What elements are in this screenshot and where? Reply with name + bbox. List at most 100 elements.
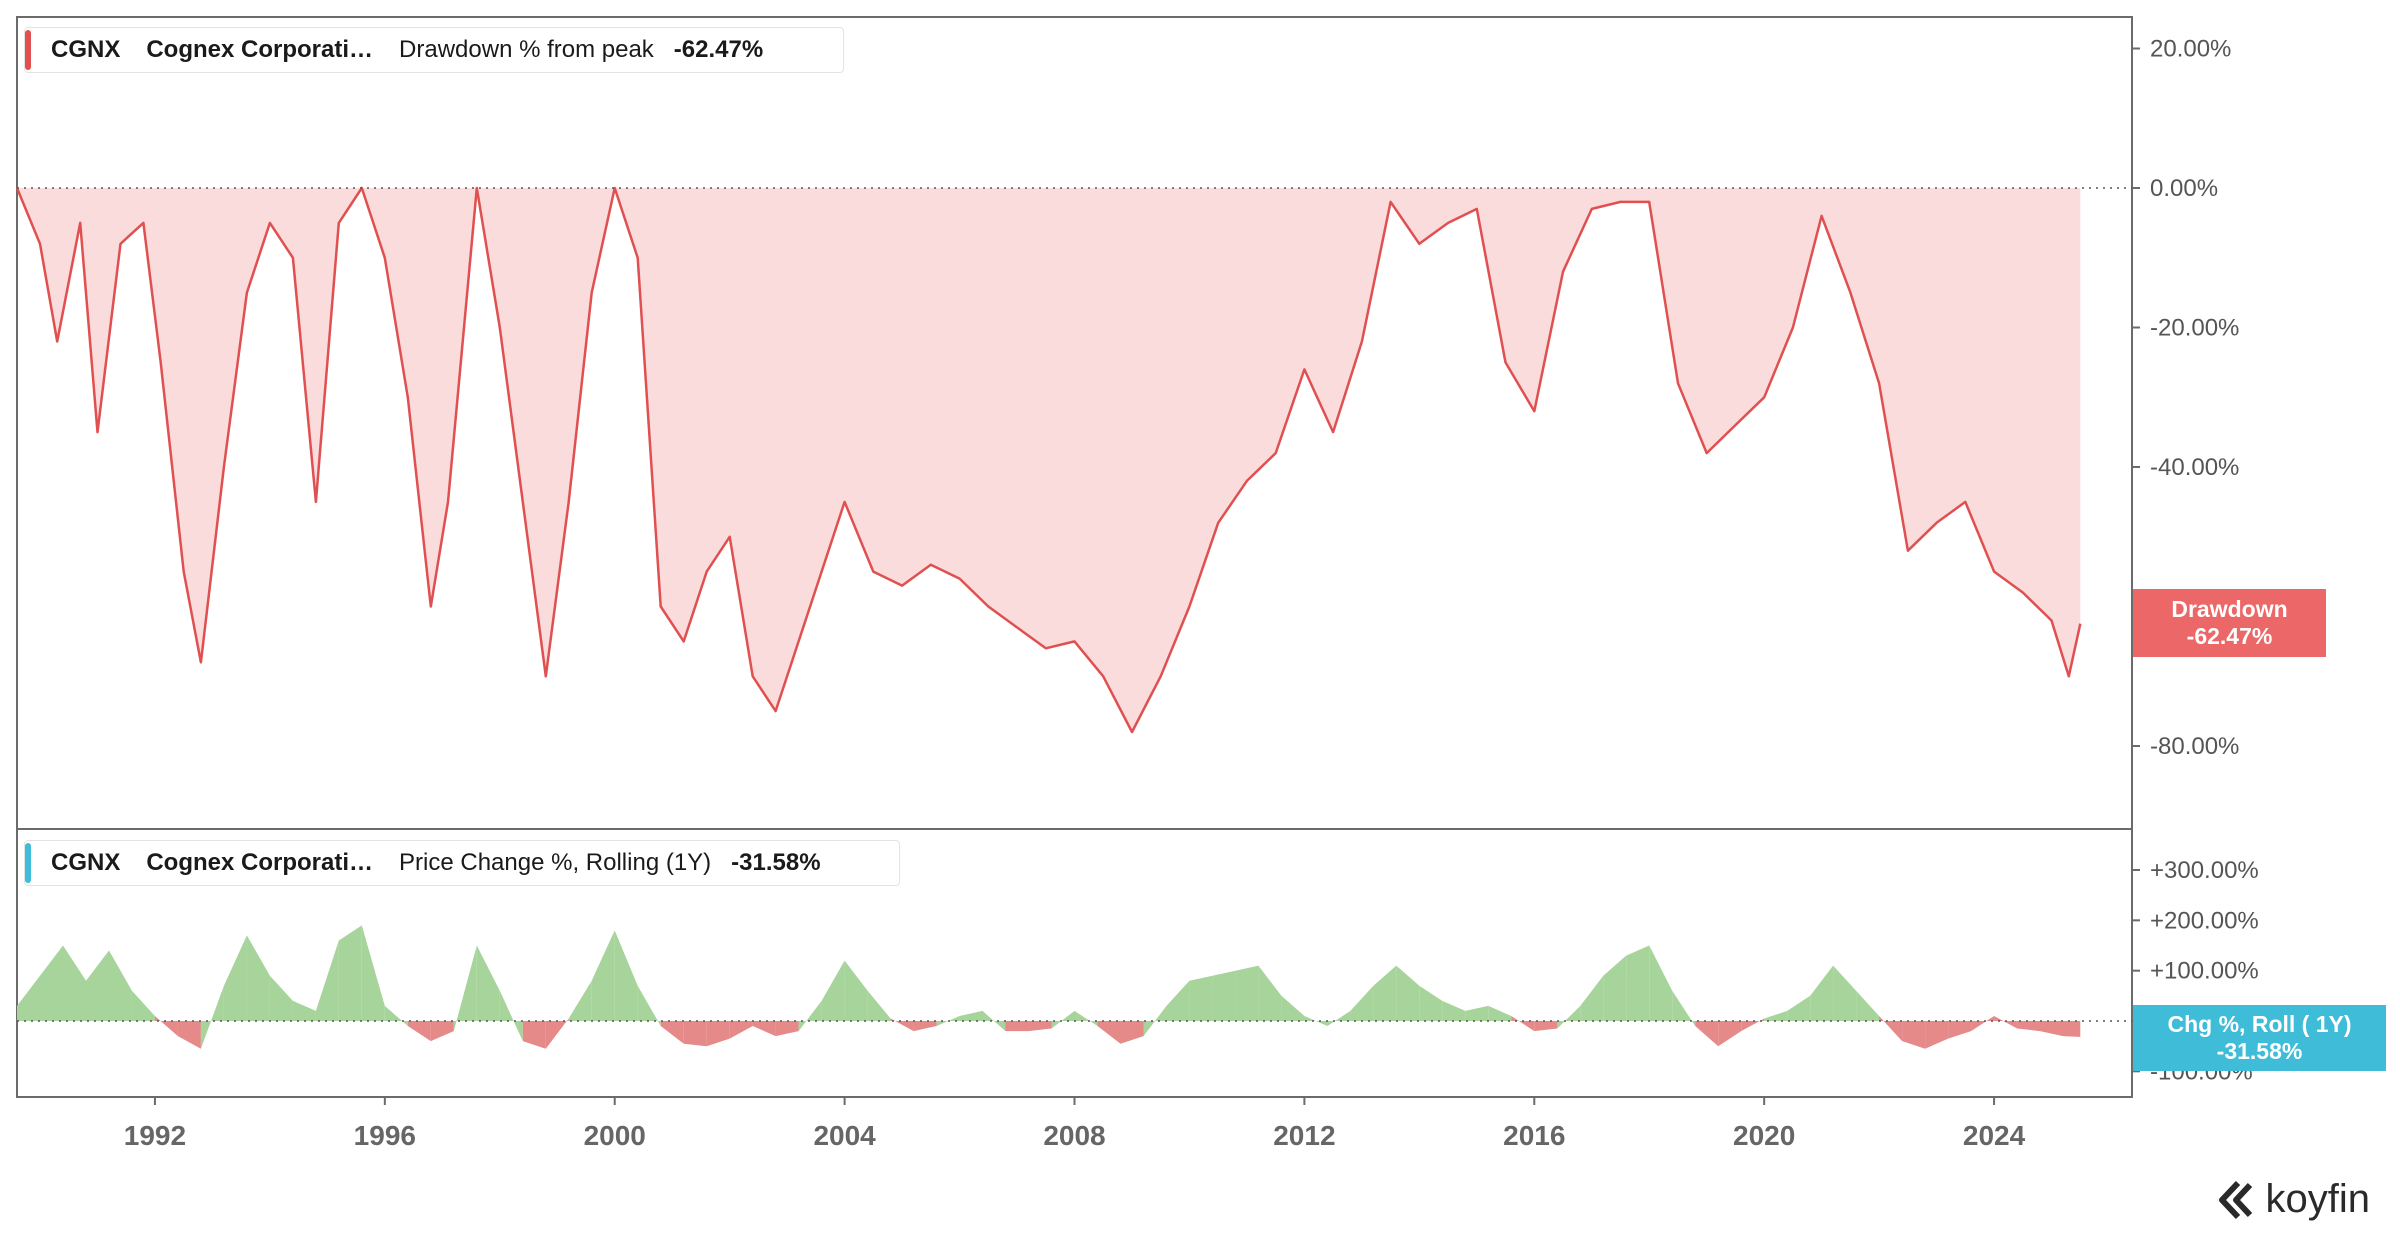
rolling-change-segment <box>1419 985 1443 1021</box>
rolling-change-segment <box>591 930 615 1021</box>
bottom-legend-ticker: CGNX <box>51 849 121 876</box>
x-tick-label: 2000 <box>584 1120 646 1151</box>
rolling-change-segment <box>246 935 270 1021</box>
rolling-change-segment <box>1695 1021 1719 1047</box>
rolling-change-segment <box>706 1021 730 1047</box>
rolling-change-segment <box>1327 1010 1351 1026</box>
rolling-change-segment <box>913 1021 937 1032</box>
rolling-change-segment <box>1879 1016 1903 1042</box>
rolling-change-segment <box>798 1000 822 1032</box>
rolling-change-segment <box>1028 1021 1052 1032</box>
rolling-change-segment <box>752 1021 776 1037</box>
rolling-change-segment <box>1373 965 1397 1021</box>
rolling-change-segment <box>1097 1021 1121 1044</box>
rolling-change-segment <box>844 960 868 1021</box>
drawdown-line <box>15 186 2082 734</box>
bottom-y-tick-label: +200.00% <box>2150 907 2259 934</box>
x-tick-label: 1992 <box>124 1120 186 1151</box>
rolling-change-segment <box>407 1021 431 1042</box>
rolling-change-segment <box>614 930 638 1021</box>
drawdown-tag-label: Drawdown <box>2171 596 2288 622</box>
rolling-change-segment <box>223 935 247 1021</box>
rolling-change-segment <box>982 1010 1006 1032</box>
rolling-change-segment <box>1465 1005 1489 1021</box>
koyfin-wordmark: koyfin <box>2265 1177 2371 1221</box>
rolling-tag-label: Chg %, Roll ( 1Y) <box>2167 1011 2352 1037</box>
top-legend: CGNX Cognex Corporati… Drawdown % from p… <box>24 27 844 73</box>
rolling-change-segment <box>867 990 891 1021</box>
rolling-change-segment <box>1143 1005 1167 1037</box>
top-legend-color-stripe <box>25 30 31 70</box>
rolling-change-segment <box>86 950 109 1021</box>
rolling-change-segment <box>729 1021 753 1039</box>
rolling-change-segment <box>1971 1016 1995 1032</box>
rolling-change-segment <box>109 950 132 1021</box>
rolling-change-segment <box>17 975 40 1021</box>
bottom-legend-color-stripe <box>25 843 31 883</box>
bottom-legend-company: Cognex Corporati… <box>146 849 374 876</box>
rolling-change-segment <box>1764 1010 1788 1021</box>
top-legend-metric: Drawdown % from peak <box>399 36 654 63</box>
bottom-legend-value: -31.58% <box>731 849 821 876</box>
top-y-tick-label: 20.00% <box>2150 36 2231 63</box>
bottom-legend: CGNX Cognex Corporati… Price Change %, R… <box>24 840 900 886</box>
top-y-tick-label: -80.00% <box>2150 733 2239 760</box>
rolling-change-segment <box>177 1021 201 1049</box>
rolling-change-segment <box>1580 975 1604 1021</box>
rolling-change-segment <box>453 945 477 1032</box>
rolling-change-segment <box>545 1018 569 1049</box>
rolling-change-segment <box>1948 1021 1972 1039</box>
rolling-change-segment <box>1235 965 1259 1021</box>
rolling-change-segment <box>1005 1021 1029 1032</box>
x-tick-label: 2004 <box>813 1120 876 1151</box>
rolling-change-segment <box>1810 965 1834 1021</box>
x-tick-label: 2020 <box>1733 1120 1795 1151</box>
rolling-change-segment <box>476 945 500 1021</box>
drawdown-area-fill <box>17 188 2081 732</box>
rolling-change-segment <box>1833 965 1857 1021</box>
rolling-change-segment <box>1281 995 1305 1021</box>
rolling-change-segment <box>63 945 86 1021</box>
rolling-change-segment <box>959 1010 983 1021</box>
koyfin-logo[interactable]: koyfin <box>2216 1177 2371 1222</box>
rolling-change-segment <box>1649 945 1673 1021</box>
rolling-change-segment <box>522 1021 546 1049</box>
rolling-change-segment <box>1534 1021 1558 1032</box>
rolling-change-segment <box>315 940 339 1021</box>
bottom-legend-metric: Price Change %, Rolling (1Y) <box>399 849 712 876</box>
rolling-change-segment <box>1304 1016 1328 1026</box>
rolling-change-segment <box>1074 1010 1098 1026</box>
top-y-tick-label: 0.00% <box>2150 175 2218 202</box>
rolling-change-segment <box>890 1018 914 1032</box>
drawdown-price-tag: Drawdown -62.47% <box>2133 589 2326 657</box>
rolling-change-segment <box>1787 995 1811 1021</box>
rolling-change-segment <box>1856 990 1880 1021</box>
rolling-change-segment <box>1212 970 1236 1021</box>
x-tick-label: 2024 <box>1963 1120 2026 1151</box>
rolling-change-segment <box>154 1016 178 1037</box>
rolling-change-segment <box>1051 1010 1075 1029</box>
x-tick-label: 1996 <box>354 1120 416 1151</box>
rolling-change-segment <box>1442 1000 1466 1021</box>
top-legend-company: Cognex Corporati… <box>146 36 374 63</box>
rolling-change-segment <box>1925 1021 1949 1049</box>
bottom-y-tick-label: +300.00% <box>2150 857 2259 884</box>
rolling-change-segment <box>269 975 293 1021</box>
koyfin-mark-icon <box>2218 1180 2252 1219</box>
rolling-change-segment <box>1166 980 1190 1021</box>
rolling-change-segment <box>131 990 155 1021</box>
x-tick-label: 2008 <box>1043 1120 1105 1151</box>
rolling-change-segment <box>499 990 523 1042</box>
top-y-tick-label: -20.00% <box>2150 315 2239 342</box>
rolling-change-segment <box>775 1021 799 1037</box>
rolling-change-segment <box>2040 1021 2063 1037</box>
bottom-y-tick-label: +100.00% <box>2150 958 2259 985</box>
rolling-change-segment <box>338 925 362 1021</box>
rolling-change-segment <box>1902 1021 1926 1049</box>
top-legend-ticker: CGNX <box>51 36 121 63</box>
rolling-change-segment <box>292 1000 316 1021</box>
rolling-change-segment <box>40 945 63 1021</box>
rolling-change-segment <box>2063 1021 2081 1037</box>
rolling-change-segment <box>1258 965 1282 1021</box>
